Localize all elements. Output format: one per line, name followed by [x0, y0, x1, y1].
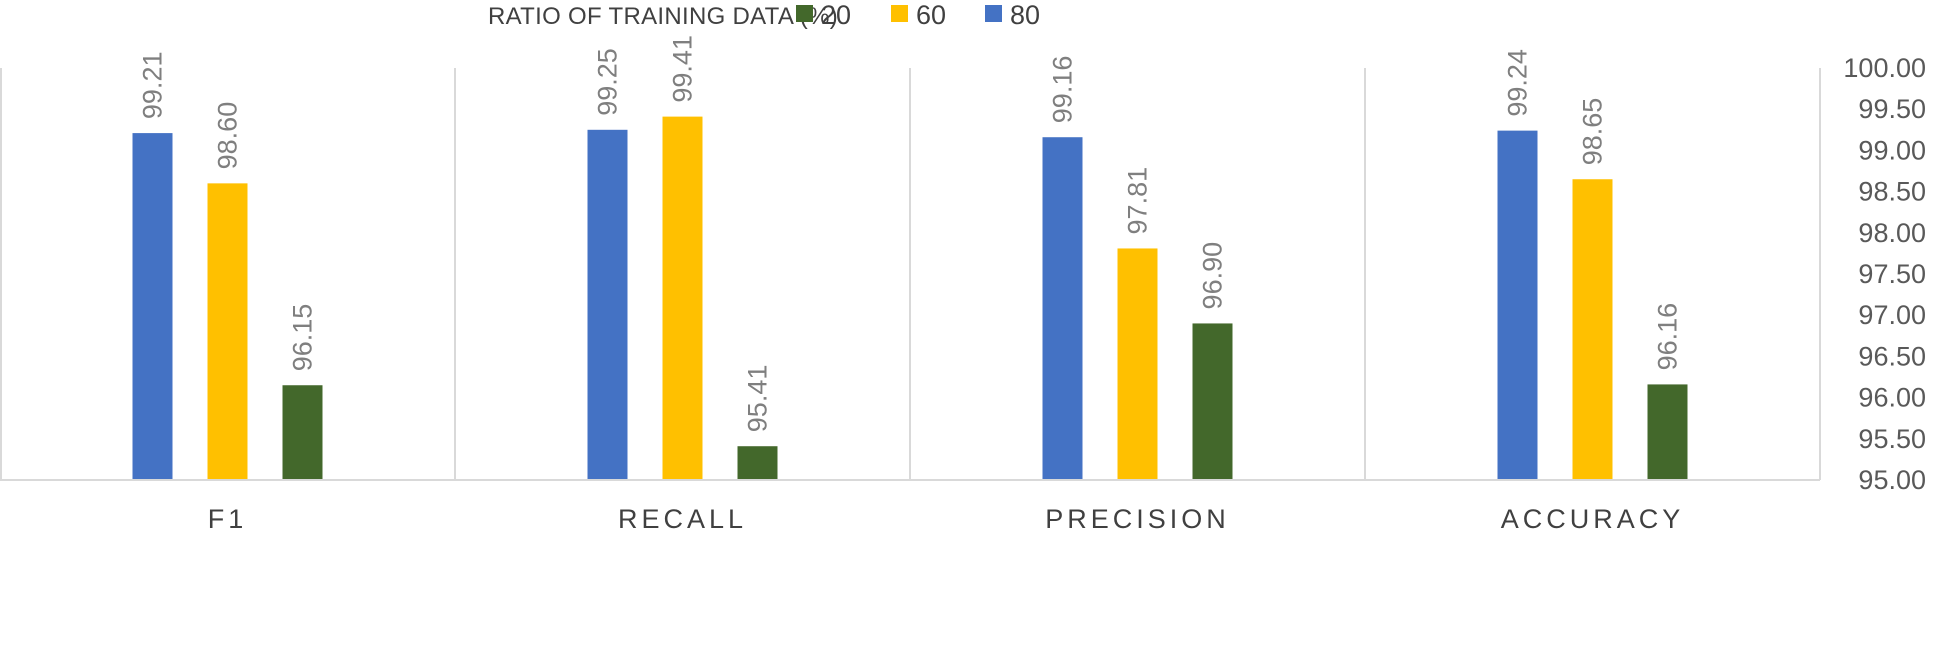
data-label: 98.60: [213, 102, 243, 170]
y-tick-label: 95.00: [1858, 465, 1926, 495]
legend: RATIO OF TRAINING DATA (%) 20 60 80: [488, 0, 1040, 30]
y-tick-label: 98.00: [1858, 218, 1926, 248]
bar-recall-20: [737, 446, 778, 480]
data-label: 99.25: [593, 48, 623, 116]
y-tick-label: 99.50: [1858, 94, 1926, 124]
legend-swatch-80: [985, 5, 1002, 22]
x-axis: F1 RECALL PRECISION ACCURACY: [0, 479, 1820, 534]
x-tick-label: PRECISION: [1045, 504, 1230, 534]
y-tick-label: 97.50: [1858, 259, 1926, 289]
y-tick-label: 97.00: [1858, 300, 1926, 330]
bar-f1-80: [132, 133, 173, 480]
legend-title: RATIO OF TRAINING DATA (%): [488, 3, 838, 30]
data-label: 98.65: [1578, 98, 1608, 166]
data-label: 95.41: [743, 365, 773, 433]
x-tick-label: RECALL: [618, 504, 747, 534]
data-label: 96.16: [1653, 303, 1683, 371]
data-label: 99.41: [668, 35, 698, 103]
data-label: 97.81: [1123, 167, 1153, 235]
bar-precision-60: [1117, 248, 1158, 480]
category-dividers: [0, 68, 1821, 480]
y-tick-label: 96.00: [1858, 383, 1926, 413]
legend-swatch-60: [891, 5, 908, 22]
bar-f1-20: [282, 385, 323, 480]
legend-label-20: 20: [821, 0, 851, 30]
y-tick-label: 99.00: [1858, 135, 1926, 165]
data-label: 96.15: [288, 304, 318, 372]
legend-swatch-20: [796, 5, 813, 22]
bar-accuracy-80: [1497, 130, 1538, 480]
y-tick-label: 100.00: [1843, 53, 1926, 83]
y-tick-label: 95.50: [1858, 424, 1926, 454]
bar-precision-80: [1042, 137, 1083, 480]
y-tick-label: 96.50: [1858, 341, 1926, 371]
bar-recall-80: [587, 129, 628, 481]
y-axis: 95.00 95.50 96.00 96.50 97.00 97.50 98.00 98.50…: [1843, 53, 1926, 495]
y-tick-label: 98.50: [1858, 177, 1926, 207]
x-tick-label: F1: [208, 504, 248, 534]
bar-precision-20: [1192, 323, 1233, 480]
bar-recall-60: [662, 116, 703, 480]
bars: [132, 116, 1688, 481]
x-tick-label: ACCURACY: [1501, 504, 1685, 534]
legend-label-80: 80: [1010, 0, 1040, 30]
bar-f1-60: [207, 183, 248, 481]
data-label: 99.16: [1048, 56, 1078, 124]
data-label: 99.24: [1503, 49, 1533, 117]
data-labels: 99.21 98.60 96.15 99.25 99.41 95.41 99.16 97.81…: [138, 35, 1683, 432]
data-label: 96.90: [1198, 242, 1228, 310]
legend-label-60: 60: [916, 0, 946, 30]
data-label: 99.21: [138, 52, 168, 120]
bar-accuracy-60: [1572, 179, 1613, 481]
bar-accuracy-20: [1647, 384, 1688, 480]
